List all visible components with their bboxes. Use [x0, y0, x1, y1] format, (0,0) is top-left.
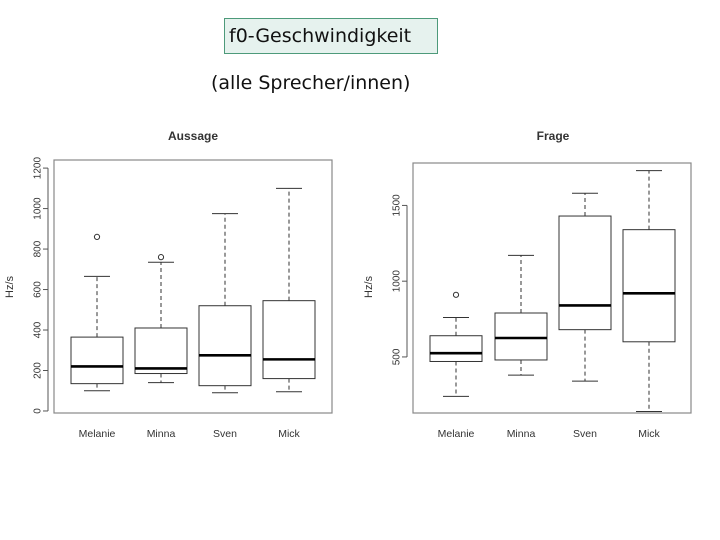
box-sven: Sven [558, 192, 612, 440]
y-tick-label: 200 [33, 362, 44, 379]
y-tick-label: 800 [33, 240, 44, 257]
chart-1: Frage Hz/s 500 1000 1500 Melanie Minna Sven Mick [363, 129, 692, 440]
x-tick-label: Mick [278, 428, 300, 440]
box-melanie: Melanie [429, 291, 483, 440]
iqr-box [262, 300, 316, 380]
box-mick: Mick [262, 187, 316, 440]
y-tick-label: 1200 [33, 157, 44, 180]
plot-frame [53, 159, 333, 414]
y-axis-label: Hz/s [363, 276, 375, 299]
x-tick-label: Sven [573, 428, 597, 440]
chart-title: Aussage [168, 129, 218, 143]
slide-subtitle: (alle Sprecher/innen) [211, 72, 411, 94]
box-sven: Sven [198, 213, 252, 440]
y-axis-label: Hz/s [4, 276, 16, 299]
x-tick-label: Melanie [79, 428, 116, 440]
y-tick-label: 400 [33, 321, 44, 338]
chart-title: Frage [537, 129, 570, 143]
x-tick-label: Minna [147, 428, 176, 440]
x-tick-label: Melanie [438, 428, 475, 440]
y-tick-label: 1500 [392, 194, 403, 217]
box-mick: Mick [622, 170, 676, 440]
iqr-box [558, 215, 612, 331]
slide-title: f0-Geschwindigkeit [224, 18, 438, 54]
y-tick-label: 0 [33, 408, 44, 414]
iqr-box [198, 305, 252, 387]
plot-frame [412, 162, 692, 414]
box-minna: Minna [494, 254, 548, 440]
y-tick-label: 600 [33, 281, 44, 298]
y-tick-label: 1000 [392, 270, 403, 293]
y-tick-label: 1000 [33, 197, 44, 220]
outlier-point [93, 233, 101, 241]
x-tick-label: Mick [638, 428, 660, 440]
iqr-box [134, 327, 188, 375]
x-tick-label: Sven [213, 428, 237, 440]
iqr-box [494, 312, 548, 361]
y-tick-label: 500 [392, 348, 403, 365]
chart-0: Aussage Hz/s 0 200 400 600 800 1000 1200 Melanie M… [4, 129, 333, 440]
x-tick-label: Minna [507, 428, 536, 440]
iqr-box [622, 229, 676, 343]
box-minna: Minna [134, 254, 188, 440]
iqr-box [70, 336, 124, 385]
box-melanie: Melanie [70, 233, 124, 440]
outlier-point [157, 254, 165, 261]
outlier-point [452, 291, 460, 298]
iqr-box [429, 335, 483, 362]
